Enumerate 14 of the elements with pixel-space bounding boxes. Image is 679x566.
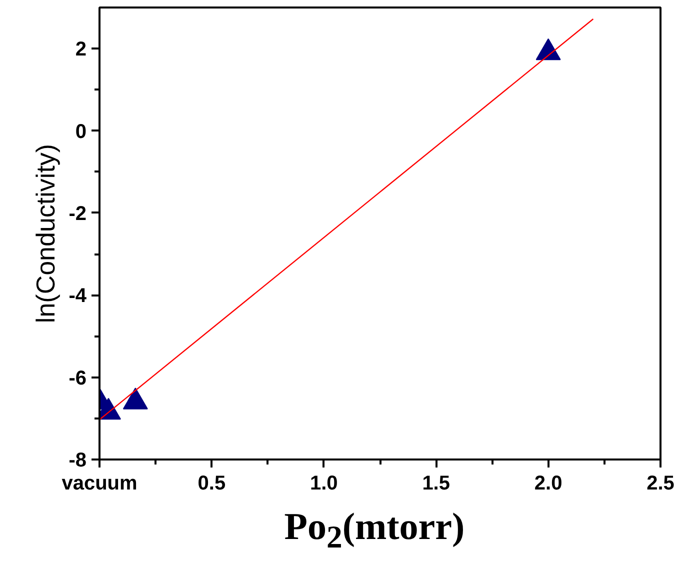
y-axis-title: ln(Conductivity) bbox=[30, 144, 61, 324]
y-tick-label: -2 bbox=[68, 202, 87, 225]
x-axis-title: Po$_{2}$(mtorr) bbox=[284, 505, 465, 557]
x-tick-label: vacuum bbox=[62, 472, 138, 494]
x-tick-label: 1.0 bbox=[310, 472, 338, 494]
y-tick-label: -4 bbox=[68, 285, 88, 308]
y-tick-label: -8 bbox=[68, 450, 87, 472]
x-tick-label: 0.5 bbox=[198, 472, 226, 494]
x-tick-label: 1.5 bbox=[422, 472, 450, 494]
x-tick-label: 2.0 bbox=[534, 472, 562, 494]
x-tick-label: 2.5 bbox=[646, 472, 674, 494]
y-tick-label: 0 bbox=[75, 120, 86, 143]
y-tick-label: 2 bbox=[75, 38, 86, 61]
y-tick-label: -6 bbox=[68, 367, 87, 390]
